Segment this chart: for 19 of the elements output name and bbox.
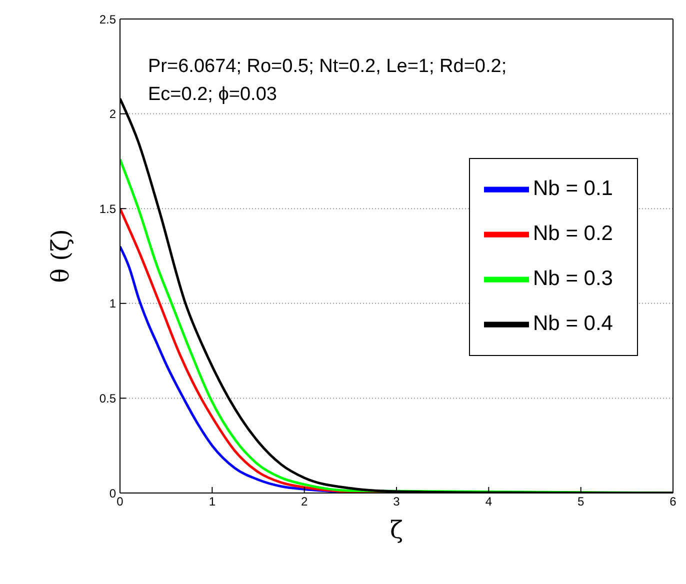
- y-tick-label: 1.5: [99, 202, 116, 216]
- x-tick-label: 1: [208, 494, 216, 509]
- legend-label: Nb = 0.3: [533, 267, 613, 290]
- x-tick-label: 3: [393, 494, 400, 509]
- x-axis-title: ζ: [390, 516, 404, 544]
- legend-label: Nb = 0.1: [533, 177, 613, 200]
- x-tick-label: 6: [670, 494, 677, 509]
- annotation: Ec=0.2; ϕ=0.03: [148, 83, 278, 107]
- legend-label: Nb = 0.2: [533, 222, 613, 246]
- y-tick-label: 0.5: [99, 391, 116, 406]
- legend-label: Nb = 0.4: [533, 312, 613, 336]
- x-tick-label: 2: [300, 494, 308, 509]
- annotation: Pr=6.0674; Ro=0.5; Nt=0.2, Le=1; Rd=0.2;: [148, 55, 507, 79]
- x-tick-label: 5: [577, 494, 584, 509]
- y-tick-label: 1: [109, 296, 116, 311]
- x-tick-label: 4: [485, 494, 492, 509]
- y-tick-label: 2: [109, 107, 116, 122]
- y-tick-label: 2.5: [99, 12, 116, 26]
- y-axis-title: θ (ζ): [46, 229, 75, 283]
